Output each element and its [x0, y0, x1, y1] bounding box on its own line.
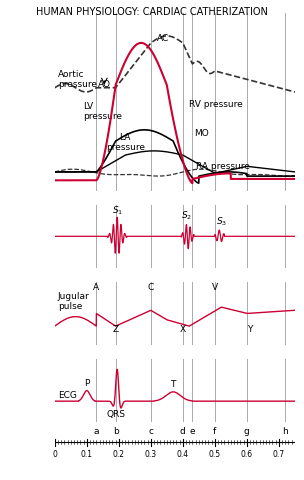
Text: Z: Z: [112, 324, 119, 334]
Text: 0.3: 0.3: [145, 449, 157, 458]
Text: QRS: QRS: [106, 409, 125, 418]
Text: RA pressure: RA pressure: [195, 161, 250, 170]
Text: AC: AC: [157, 34, 169, 43]
Text: 0.7: 0.7: [273, 449, 285, 458]
Text: Aortic
pressure: Aortic pressure: [58, 70, 97, 89]
Text: A: A: [93, 283, 99, 292]
Text: RV pressure: RV pressure: [189, 100, 243, 109]
Text: Jugular
pulse: Jugular pulse: [58, 291, 90, 311]
Text: AO: AO: [98, 80, 111, 89]
Text: f: f: [213, 426, 216, 435]
Text: $S_2$: $S_2$: [181, 209, 192, 221]
Text: T: T: [171, 380, 176, 389]
Text: 0: 0: [52, 449, 57, 458]
Text: 0.5: 0.5: [209, 449, 221, 458]
Text: P: P: [84, 378, 89, 387]
Text: 0.1: 0.1: [81, 449, 93, 458]
Text: C: C: [148, 283, 154, 292]
Text: MO: MO: [194, 129, 209, 138]
Text: Y: Y: [247, 324, 253, 334]
Text: LA
pressure: LA pressure: [106, 132, 145, 152]
Text: a: a: [94, 426, 99, 435]
Text: b: b: [113, 426, 119, 435]
Text: V: V: [212, 283, 218, 292]
Text: 0.2: 0.2: [113, 449, 125, 458]
Text: e: e: [190, 426, 195, 435]
Text: ECG: ECG: [58, 390, 77, 399]
Text: $S_1$: $S_1$: [112, 204, 123, 216]
Text: HUMAN PHYSIOLOGY: CARDIAC CATHERIZATION: HUMAN PHYSIOLOGY: CARDIAC CATHERIZATION: [36, 7, 268, 17]
Text: h: h: [282, 426, 288, 435]
Text: 0.4: 0.4: [177, 449, 189, 458]
Text: LV
pressure: LV pressure: [84, 102, 123, 121]
Text: c: c: [148, 426, 153, 435]
Text: $S_3$: $S_3$: [216, 215, 227, 227]
Text: g: g: [244, 426, 250, 435]
Text: 0.6: 0.6: [241, 449, 253, 458]
Text: X: X: [180, 324, 186, 334]
Text: d: d: [180, 426, 186, 435]
